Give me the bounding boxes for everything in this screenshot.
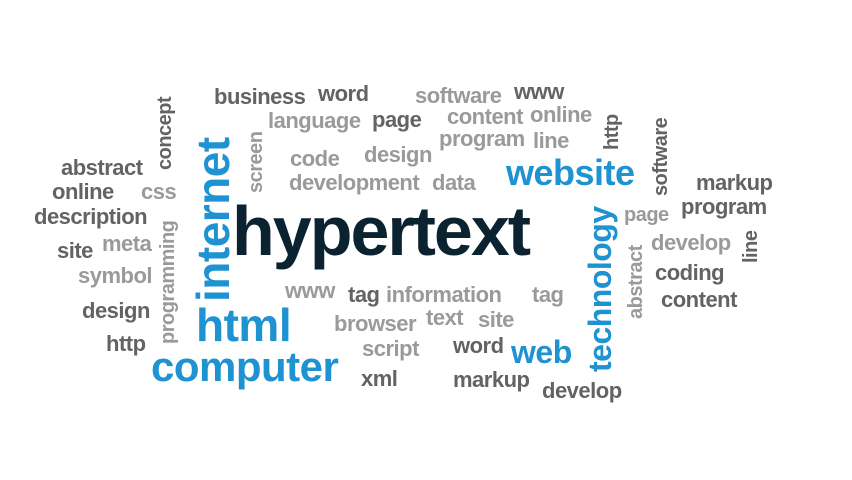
word-css: css xyxy=(141,179,177,204)
word-http-left: http xyxy=(106,331,146,356)
word-develop-bottom: develop xyxy=(542,378,622,403)
word-programming: programming xyxy=(157,220,179,344)
word-abstract-vertical: abstract xyxy=(625,245,647,319)
word-browser: browser xyxy=(334,311,417,336)
word-program-top: program xyxy=(439,126,525,151)
word-hypertext: hypertext xyxy=(232,192,531,270)
word-internet: internet xyxy=(187,137,239,302)
word-coding: coding xyxy=(655,260,725,285)
word-http-vertical: http xyxy=(601,114,623,150)
word-develop-right: develop xyxy=(651,230,731,255)
word-technology: technology xyxy=(582,206,618,372)
word-word-mid: word xyxy=(453,333,504,358)
word-line-top: line xyxy=(533,128,569,153)
word-program-right: program xyxy=(681,194,767,219)
word-page-top: page xyxy=(372,107,422,132)
word-script: script xyxy=(362,336,419,361)
word-online-top: online xyxy=(530,102,592,127)
word-description: description xyxy=(34,204,148,229)
word-design-left: design xyxy=(82,298,150,323)
word-content-top: content xyxy=(447,104,523,129)
word-concept: concept xyxy=(154,96,176,170)
word-line-right: line xyxy=(740,230,762,263)
word-code: code xyxy=(290,146,340,171)
word-software-top: software xyxy=(415,83,502,108)
word-site-left: site xyxy=(57,238,93,263)
word-design-mid: design xyxy=(364,142,432,167)
word-software-vertical: software xyxy=(650,117,672,196)
word-markup-bottom: markup xyxy=(453,367,530,392)
word-web: web xyxy=(511,334,572,370)
word-abstract-left: abstract xyxy=(61,155,143,180)
word-page-right: page xyxy=(624,204,669,226)
word-development: development xyxy=(289,170,420,195)
word-data: data xyxy=(432,170,476,195)
word-tag-mid: tag xyxy=(348,282,380,307)
word-content-right: content xyxy=(661,287,737,312)
word-text: text xyxy=(426,305,464,330)
word-business: business xyxy=(214,84,306,109)
word-site-mid: site xyxy=(478,307,514,332)
word-language: language xyxy=(268,108,361,133)
word-information: information xyxy=(386,282,502,307)
word-www-top: www xyxy=(514,79,564,104)
word-computer: computer xyxy=(151,343,339,390)
word-screen: screen xyxy=(245,131,267,194)
word-html: html xyxy=(196,299,292,351)
word-word-top: word xyxy=(318,81,369,106)
word-symbol: symbol xyxy=(78,263,153,288)
word-tag-right: tag xyxy=(532,282,564,307)
word-markup-right: markup xyxy=(696,170,773,195)
word-www-mid: www xyxy=(285,278,335,303)
word-website: website xyxy=(506,152,635,193)
word-xml: xml xyxy=(361,366,398,391)
word-meta: meta xyxy=(102,231,152,256)
word-online-left: online xyxy=(52,179,114,204)
